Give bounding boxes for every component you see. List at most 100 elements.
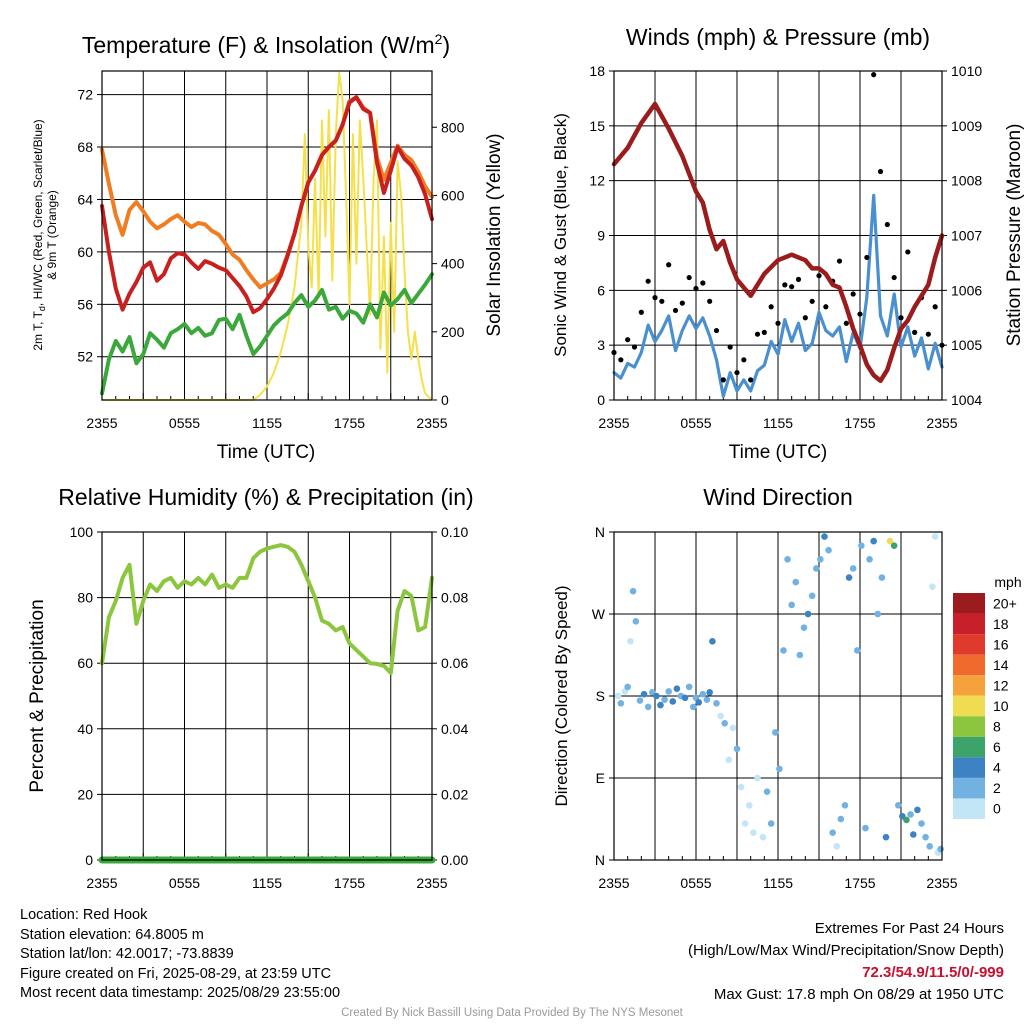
colorbar-swatch (953, 593, 985, 614)
direction-point (640, 690, 648, 698)
temp-ytick-label: 52 (77, 349, 93, 365)
gust-point (754, 331, 761, 337)
station-info: Location: Red Hook Station elevation: 64… (20, 906, 340, 1004)
wdir-ytick-label: E (596, 770, 605, 786)
direction-point (669, 698, 677, 705)
rh-xtick-label: 0555 (169, 875, 200, 891)
wind-direction-ylabel: Direction (Colored By Speed) (552, 585, 571, 806)
winds-y2label: Station Pressure (Maroon) (1004, 124, 1024, 347)
direction-point (800, 624, 808, 631)
temp-xtick-label: 1155 (252, 415, 282, 431)
rh-xtick-label: 1755 (334, 875, 365, 891)
direction-point (937, 845, 944, 853)
rh-ytick-label: 80 (77, 590, 93, 606)
gust-point (693, 285, 699, 292)
direction-point (754, 774, 761, 782)
rh-ytick-label: 20 (77, 786, 93, 802)
winds-ylabel: Sonic Wind & Gust (Blue, Black) (551, 113, 570, 357)
rh-ytick-label: 0 (85, 852, 93, 868)
colorbar-label: 14 (993, 657, 1009, 673)
direction-point (829, 829, 836, 836)
wdir-xtick-label: 2355 (598, 875, 629, 891)
direction-point (733, 745, 741, 753)
wdir-xtick-label: 2355 (926, 875, 957, 891)
gust-point (775, 320, 781, 326)
direction-point (644, 703, 652, 711)
speed-colorbar: 20+ 18 16 14 12 10 8 6 4 2 0 (953, 593, 1017, 819)
gust-point (638, 309, 644, 315)
gust-point (789, 284, 795, 290)
direction-point (750, 829, 757, 836)
gust-point (782, 282, 788, 288)
winds-xlabel: Time (UTC) (729, 442, 828, 463)
gust-point (741, 357, 747, 363)
direction-point (741, 820, 749, 827)
direction-point (849, 565, 857, 572)
colorbar-swatch (953, 695, 985, 717)
direction-point (894, 802, 902, 809)
temp-frame (101, 70, 433, 401)
direction-point (837, 815, 845, 823)
winds-y2tick-label: 1006 (951, 282, 982, 298)
winds-y2tick-label: 1009 (951, 118, 982, 134)
gust-point (843, 320, 849, 326)
direction-point (717, 712, 724, 720)
direction-point (709, 638, 716, 645)
winds-ytick-label: 0 (597, 392, 605, 408)
direction-point (845, 574, 853, 581)
direction-point (886, 537, 894, 545)
direction-point (746, 802, 753, 809)
humidity-line (100, 543, 434, 675)
direction-point (627, 638, 634, 645)
wdir-ytick-label: N (595, 852, 605, 868)
temp-xtick-label: 2355 (416, 415, 447, 431)
direction-point (771, 729, 779, 736)
station-location: Location: Red Hook (20, 907, 148, 923)
credit-line: Created By Nick Bassill Using Data Provi… (341, 1007, 683, 1019)
winds-y2tick-label: 1008 (951, 173, 982, 189)
gust-point (884, 221, 890, 228)
rh-y2tick-label: 0.04 (441, 721, 468, 737)
winds-xtick-label: 1755 (844, 415, 875, 431)
direction-point (929, 583, 936, 590)
extremes-values: 72.3/54.9/11.5/0/-999 (862, 964, 1004, 981)
direction-point (763, 788, 771, 795)
direction-point (882, 833, 890, 841)
direction-point (681, 694, 689, 702)
direction-point (922, 833, 929, 841)
gust-point (802, 315, 808, 321)
wdir-ytick-label: S (596, 688, 605, 704)
gust-point (720, 377, 726, 383)
colorbar-label: 8 (993, 719, 1001, 735)
direction-point (903, 816, 910, 824)
direction-point (825, 546, 832, 554)
colorbar-swatch (953, 654, 985, 676)
rh-xtick-label: 1155 (252, 875, 282, 891)
gust-point (836, 258, 843, 264)
direction-point (853, 647, 861, 654)
extremes-title: Extremes For Past 24 Hours (814, 920, 1004, 937)
gust-point (734, 369, 740, 376)
humidity-ylabel: Percent & Precipitation (27, 599, 48, 792)
direction-point (721, 720, 728, 727)
temperature-ylabel-part1: 2m T, T (31, 310, 45, 350)
direction-point (695, 699, 703, 706)
gust-point (891, 274, 897, 281)
direction-point (657, 701, 664, 709)
humidity-title: Relative Humidity (%) & Precipitation (i… (58, 484, 473, 510)
temp-xtick-label: 1755 (334, 415, 365, 431)
winds-ytick-label: 3 (597, 337, 605, 353)
direction-point (833, 843, 841, 850)
colorbar-swatch (953, 798, 985, 819)
gust-point (645, 278, 651, 284)
rh-ytick-label: 100 (70, 524, 94, 540)
direction-point (907, 811, 914, 818)
rh-y2tick-label: 0.08 (441, 590, 468, 606)
winds-xtick-label: 2355 (598, 415, 629, 431)
colorbar-label: 4 (993, 760, 1001, 776)
wdir-xtick-label: 1755 (844, 875, 875, 891)
temp-ytick-label: 68 (77, 139, 93, 155)
rh-y2tick-label: 0.10 (441, 524, 468, 540)
gust-point (713, 327, 720, 334)
direction-point (858, 542, 865, 549)
